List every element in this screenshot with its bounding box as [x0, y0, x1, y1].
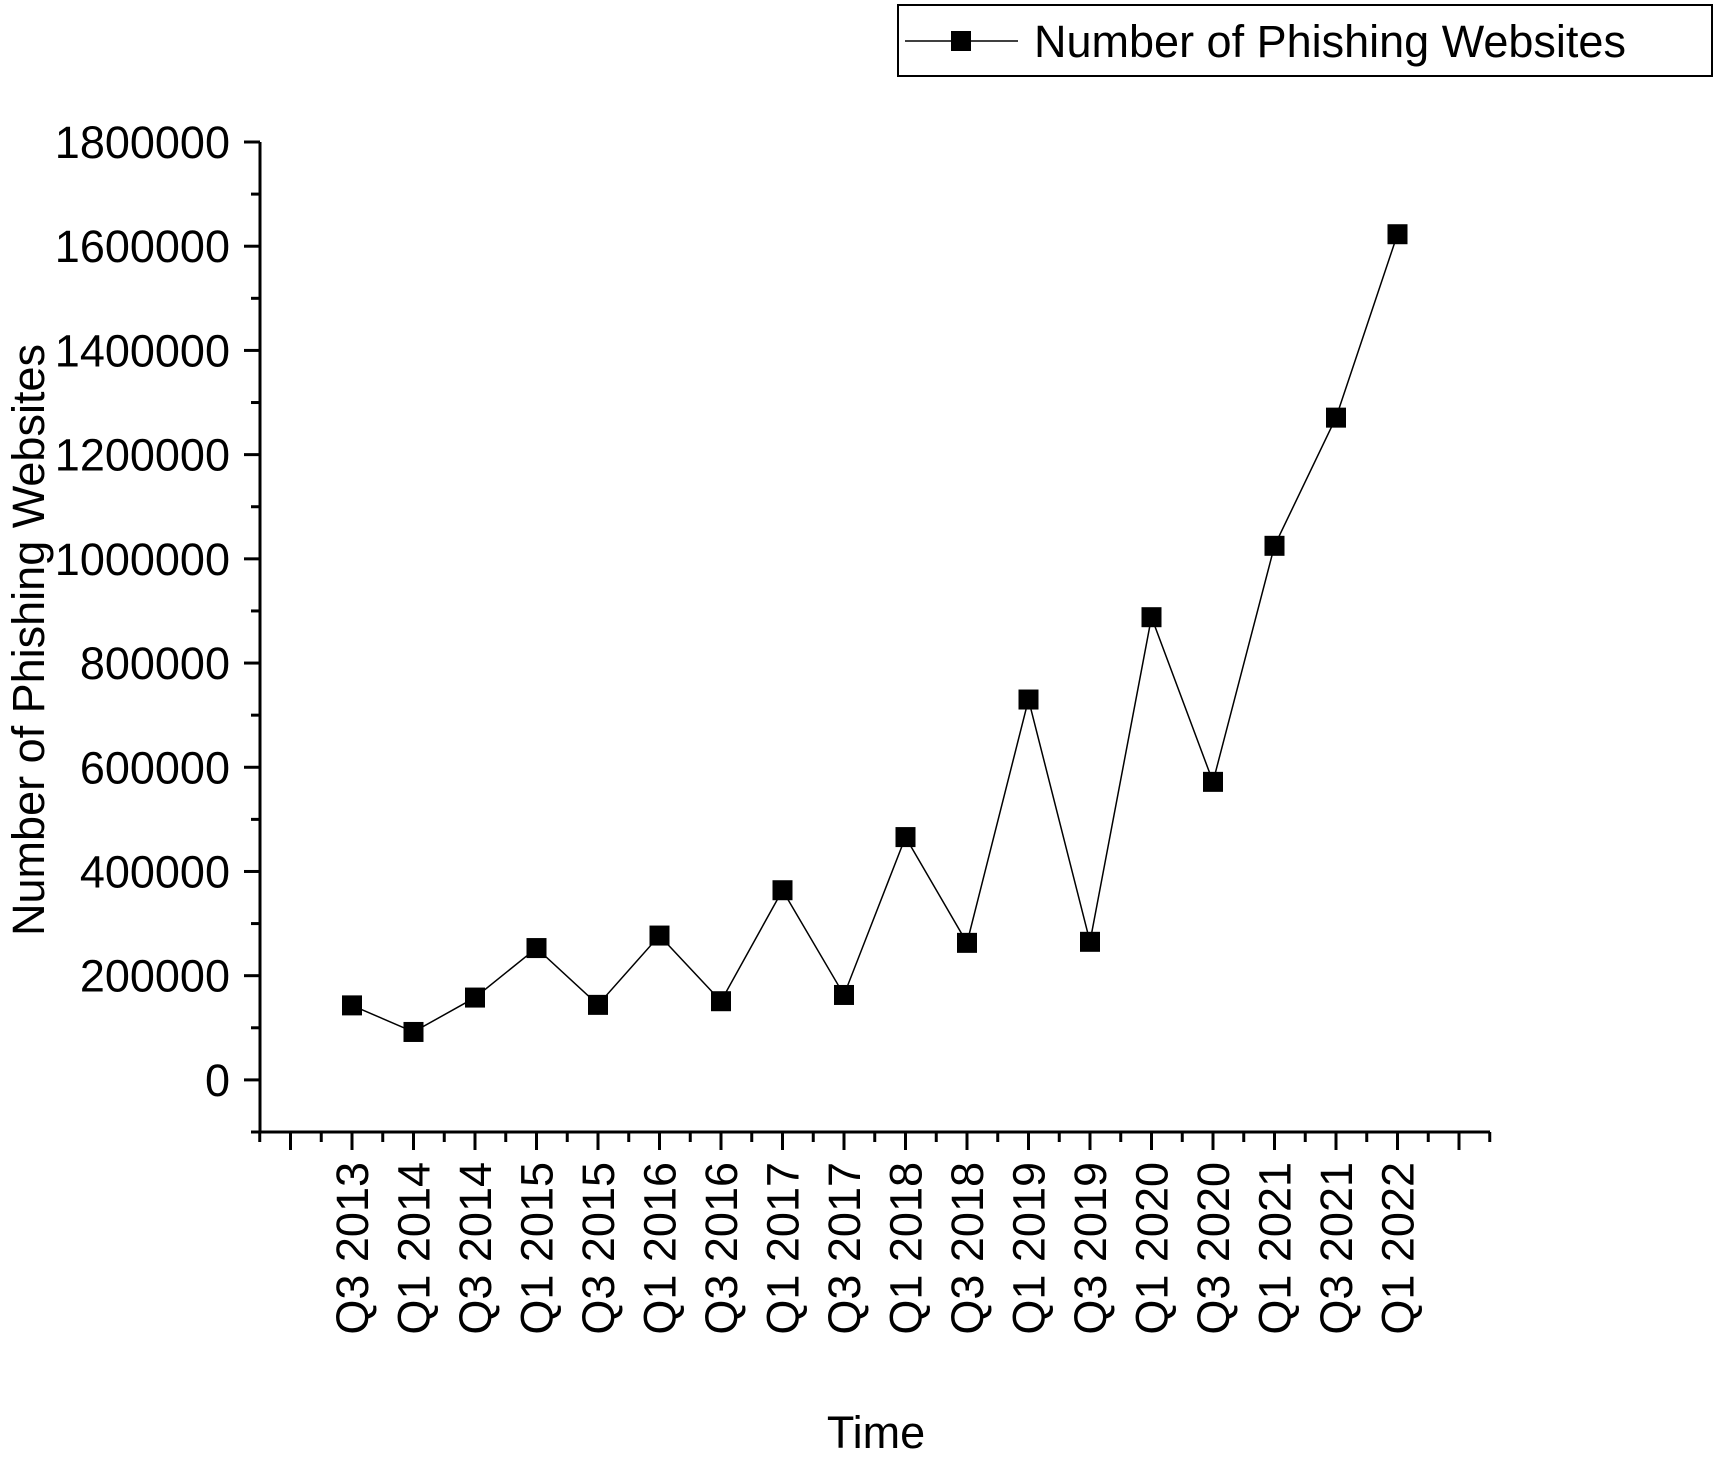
data-point	[649, 925, 670, 946]
x-axis-title: Time	[827, 1407, 925, 1456]
y-tick-label: 1800000	[55, 117, 230, 168]
x-tick-label: Q3 2021	[1311, 1162, 1362, 1335]
legend-label: Number of Phishing Websites	[1034, 16, 1626, 67]
y-tick-label: 1000000	[55, 534, 230, 585]
series-markers	[342, 224, 1408, 1042]
x-tick-label: Q3 2017	[819, 1162, 870, 1335]
y-tick-label: 0	[205, 1055, 230, 1106]
data-point	[895, 827, 916, 848]
x-tick-label: Q1 2021	[1250, 1162, 1301, 1335]
y-tick-label: 200000	[80, 951, 230, 1002]
data-point	[342, 995, 362, 1016]
x-tick-label: Q3 2015	[573, 1162, 624, 1335]
data-point	[526, 938, 547, 959]
x-tick-label: Q1 2016	[635, 1162, 686, 1335]
y-tick-label: 400000	[80, 846, 230, 897]
x-tick-label: Q3 2020	[1188, 1162, 1239, 1335]
y-tick-label: 1200000	[55, 430, 230, 481]
data-point	[1141, 607, 1162, 628]
data-point	[772, 880, 793, 901]
data-point	[588, 994, 608, 1015]
x-tick-label: Q1 2020	[1127, 1162, 1178, 1335]
x-tick-label: Q1 2015	[512, 1162, 563, 1335]
axes	[244, 140, 1492, 1150]
data-point	[957, 932, 977, 953]
data-point	[711, 991, 731, 1012]
x-tick-label: Q1 2019	[1004, 1162, 1055, 1335]
series-lines	[351, 233, 1399, 1033]
data-point	[1018, 689, 1039, 710]
data-point	[1264, 535, 1285, 556]
x-tick-label: Q3 2019	[1065, 1162, 1116, 1335]
y-tick-label: 1600000	[55, 221, 230, 272]
data-point	[403, 1021, 424, 1042]
series-line	[351, 233, 1399, 1033]
x-tick-label: Q1 2014	[389, 1162, 440, 1335]
x-tick-label: Q3 2018	[942, 1162, 993, 1335]
x-tick-label: Q3 2016	[696, 1162, 747, 1335]
x-tick-label: Q3 2013	[327, 1162, 378, 1335]
legend: Number of Phishing Websites	[897, 4, 1713, 77]
data-point	[1387, 224, 1408, 245]
x-tick-label: Q1 2017	[758, 1162, 809, 1335]
y-tick-label: 600000	[80, 742, 230, 793]
x-tick-label: Q1 2022	[1373, 1162, 1424, 1335]
legend-marker-sample	[951, 31, 971, 51]
data-point	[1203, 771, 1223, 792]
x-tick-label: Q3 2014	[450, 1162, 501, 1335]
x-tick-label: Q1 2018	[881, 1162, 932, 1335]
y-tick-label: 800000	[80, 638, 230, 689]
y-tick-label: 1400000	[55, 325, 230, 376]
tick-labels: 0 200000 400000 600000 800000 1000000 1200000 1…	[55, 117, 1424, 1335]
data-point	[1080, 931, 1100, 952]
data-point	[465, 987, 485, 1008]
data-point	[834, 984, 854, 1005]
legend-box	[897, 4, 1713, 77]
y-axis-title: Number of Phishing Websites	[3, 344, 54, 936]
data-point	[1326, 407, 1346, 428]
